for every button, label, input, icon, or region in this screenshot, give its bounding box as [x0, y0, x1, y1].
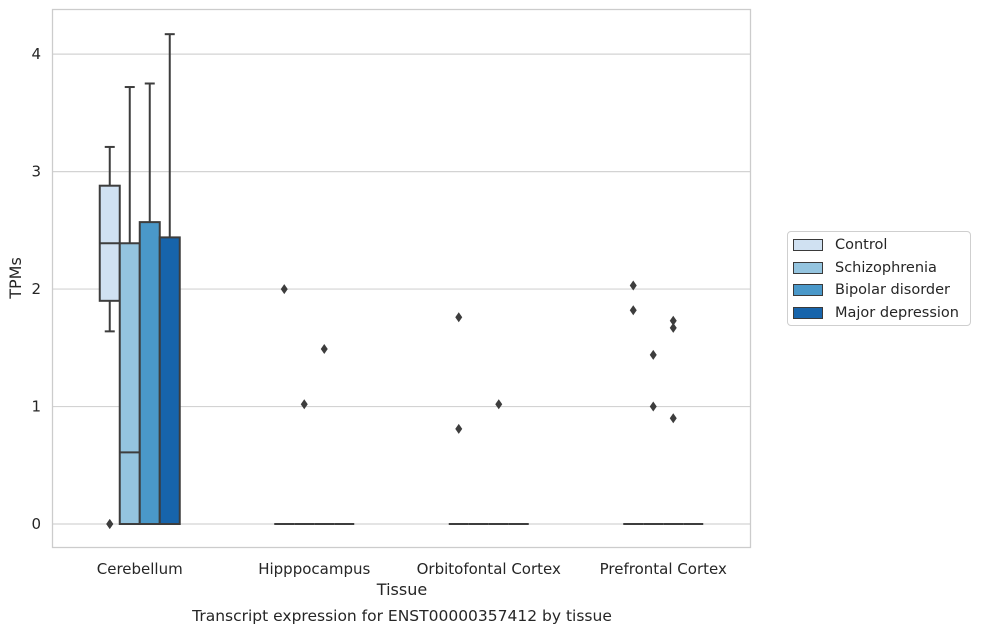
- legend-label-schizophrenia: Schizophrenia: [835, 260, 937, 276]
- box-bipolar-disorder-3: [663, 315, 684, 526]
- legend: Control Schizophrenia Bipolar disorder M…: [787, 231, 971, 326]
- box-schizophrenia-0: [118, 86, 141, 526]
- outlier-point: [649, 349, 657, 360]
- outlier-point: [280, 284, 288, 295]
- legend-swatch-major-depression: [793, 307, 823, 319]
- box-schizophrenia-3: [643, 349, 664, 526]
- outlier-point: [669, 322, 677, 333]
- legend-swatch-schizophrenia: [793, 262, 823, 274]
- outlier-point: [455, 312, 463, 323]
- legend-label-major-depression: Major depression: [835, 305, 959, 321]
- outlier-point: [495, 399, 503, 410]
- outlier-point: [649, 401, 657, 412]
- y-tick-labels: 0 1 2 3 4: [31, 45, 41, 533]
- legend-item-bipolar-disorder: Bipolar disorder: [793, 280, 950, 300]
- legend-item-schizophrenia: Schizophrenia: [793, 258, 937, 278]
- y-axis-label: TPMs: [6, 257, 25, 300]
- x-tick-labels: Cerebellum Hipppocampus Orbitofontal Corte…: [97, 560, 727, 578]
- legend-item-major-depression: Major depression: [793, 303, 959, 323]
- outlier-point: [669, 413, 677, 424]
- box-body: [158, 236, 181, 526]
- outlier-point: [669, 315, 677, 326]
- box-body: [118, 242, 141, 526]
- legend-swatch-control: [793, 239, 823, 251]
- outlier-point: [629, 280, 637, 291]
- legend-item-control: Control: [793, 235, 887, 255]
- outlier-point: [455, 423, 463, 434]
- outlier-point: [320, 343, 328, 354]
- y-tick-label-2: 2: [31, 280, 41, 298]
- box-bipolar-disorder-2: [488, 399, 509, 526]
- y-tick-label-1: 1: [31, 398, 41, 416]
- box-bipolar-disorder-0: [138, 82, 161, 526]
- legend-swatch-bipolar-disorder: [793, 284, 823, 296]
- box-control-3: [623, 280, 644, 526]
- x-tick-label-orbitofontal-cortex: Orbitofontal Cortex: [417, 560, 561, 578]
- box-control-1: [274, 284, 295, 526]
- box-control-2: [448, 312, 469, 526]
- y-tick-label-3: 3: [31, 163, 41, 181]
- x-axis-label: Tissue: [376, 580, 427, 599]
- outlier-point: [629, 305, 637, 316]
- outlier-point: [106, 519, 114, 530]
- x-tick-label-cerebellum: Cerebellum: [97, 560, 183, 578]
- box-layer: [98, 33, 704, 530]
- box-body: [138, 221, 161, 526]
- box-bipolar-disorder-1: [314, 343, 335, 526]
- y-tick-label-0: 0: [31, 515, 41, 533]
- box-schizophrenia-1: [294, 399, 315, 526]
- outlier-point: [300, 399, 308, 410]
- box-major-depression-0: [158, 33, 181, 526]
- chart-caption: Transcript expression for ENST0000035741…: [192, 607, 612, 625]
- x-tick-label-hipppocampus: Hipppocampus: [258, 560, 370, 578]
- x-tick-label-prefrontal-cortex: Prefrontal Cortex: [600, 560, 727, 578]
- y-tick-label-4: 4: [31, 45, 41, 63]
- box-control-0: [98, 145, 121, 530]
- plot-frame: [51, 8, 752, 549]
- legend-label-control: Control: [835, 237, 888, 253]
- legend-label-bipolar-disorder: Bipolar disorder: [835, 282, 950, 298]
